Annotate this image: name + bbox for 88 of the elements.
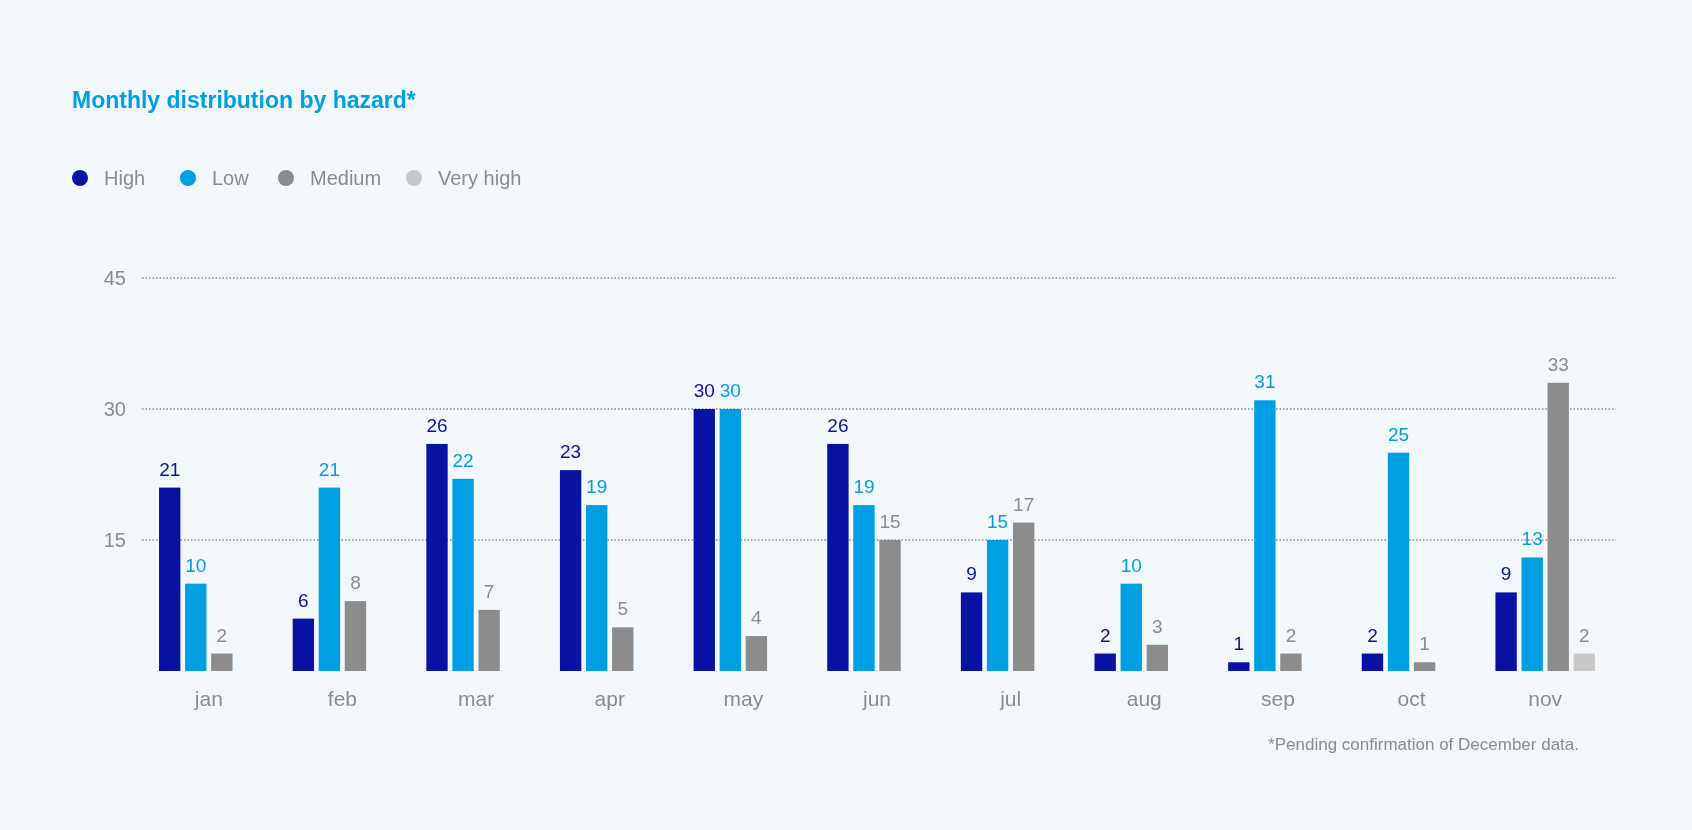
text: *Pending confirmation of December data. — [1268, 735, 1579, 754]
chart-title: Monthly distribution by hazard* — [72, 87, 416, 113]
data-label: 4 — [751, 607, 763, 629]
data-label: 10 — [185, 554, 207, 576]
bar — [960, 592, 983, 671]
x-tick-label: jan — [193, 687, 223, 710]
data-label: 6 — [298, 589, 309, 611]
x-tick-label: jul — [999, 687, 1022, 710]
data-label: 19 — [853, 476, 875, 498]
bar — [853, 505, 875, 671]
x-tick-label: may — [723, 687, 764, 710]
bar — [1280, 653, 1302, 671]
bar — [693, 409, 715, 671]
bar — [159, 487, 181, 671]
legend-label: High — [104, 167, 146, 189]
bar — [745, 636, 768, 671]
data-label: 33 — [1547, 353, 1569, 375]
bar — [827, 443, 849, 671]
bar — [1573, 653, 1595, 671]
data-label: 26 — [827, 414, 849, 436]
bar — [318, 487, 341, 671]
x-tick-label: sep — [1260, 687, 1295, 710]
x-tick-label: feb — [327, 687, 358, 710]
bar — [478, 609, 500, 671]
data-label: 9 — [1500, 563, 1512, 585]
y-tick-label: 30 — [103, 398, 126, 420]
bar — [1361, 653, 1384, 671]
data-label: 13 — [1521, 528, 1543, 550]
bar — [1012, 522, 1035, 671]
bar — [1146, 644, 1168, 671]
data-label: 8 — [350, 572, 361, 594]
data-label: 2 — [216, 624, 228, 646]
x-tick-label: oct — [1397, 687, 1426, 710]
legend-label: Very high — [438, 167, 522, 189]
data-label: 7 — [483, 580, 495, 602]
bar — [1228, 662, 1250, 671]
data-label: 26 — [426, 414, 448, 436]
data-label: 25 — [1387, 423, 1410, 445]
data-label: 21 — [318, 458, 340, 480]
data-label: 2 — [1367, 624, 1378, 646]
bar — [1094, 653, 1116, 671]
bar — [344, 601, 367, 671]
y-tick-label: 45 — [103, 267, 126, 289]
legend-label: Medium — [310, 167, 382, 189]
x-tick-label: apr — [594, 687, 625, 710]
data-label: 3 — [1152, 615, 1163, 637]
data-label: 30 — [693, 380, 715, 401]
x-tick-label: aug — [1126, 687, 1162, 710]
bar — [1120, 583, 1142, 671]
data-label: 2 — [1099, 624, 1111, 646]
x-tick-label: jun — [861, 687, 892, 710]
data-label: 1 — [1233, 633, 1245, 655]
data-label: 2 — [1579, 624, 1590, 646]
legend-label: Low — [212, 167, 250, 189]
y-tick-label: 15 — [103, 529, 126, 551]
bar — [1387, 452, 1410, 671]
bar — [1495, 592, 1517, 671]
data-label: 15 — [987, 511, 1009, 532]
bar — [879, 540, 901, 671]
bar — [452, 478, 474, 671]
bar — [1254, 400, 1276, 671]
x-tick-label: nov — [1528, 687, 1563, 710]
bar — [292, 618, 315, 671]
data-label: 21 — [159, 458, 181, 480]
data-label: 15 — [879, 511, 901, 532]
bar — [426, 443, 448, 671]
bar — [1413, 662, 1436, 671]
bar — [986, 540, 1009, 671]
data-label: 22 — [452, 449, 474, 471]
data-label: 5 — [617, 598, 629, 620]
bar — [1547, 382, 1569, 671]
data-label: 10 — [1120, 554, 1142, 576]
data-label: 30 — [719, 380, 741, 401]
bar — [211, 653, 233, 671]
data-label: 9 — [966, 563, 977, 585]
bar — [612, 627, 634, 671]
bar — [719, 409, 742, 671]
data-label: 2 — [1285, 624, 1297, 646]
bar — [1521, 557, 1543, 671]
data-label: 17 — [1013, 493, 1035, 515]
bar — [185, 583, 207, 671]
bar — [559, 470, 582, 671]
x-tick-label: mar — [457, 687, 495, 710]
data-label: 19 — [586, 476, 608, 498]
data-label: 31 — [1254, 371, 1276, 393]
data-label: 23 — [560, 441, 582, 463]
bar — [586, 505, 608, 671]
data-label: 1 — [1419, 633, 1430, 655]
